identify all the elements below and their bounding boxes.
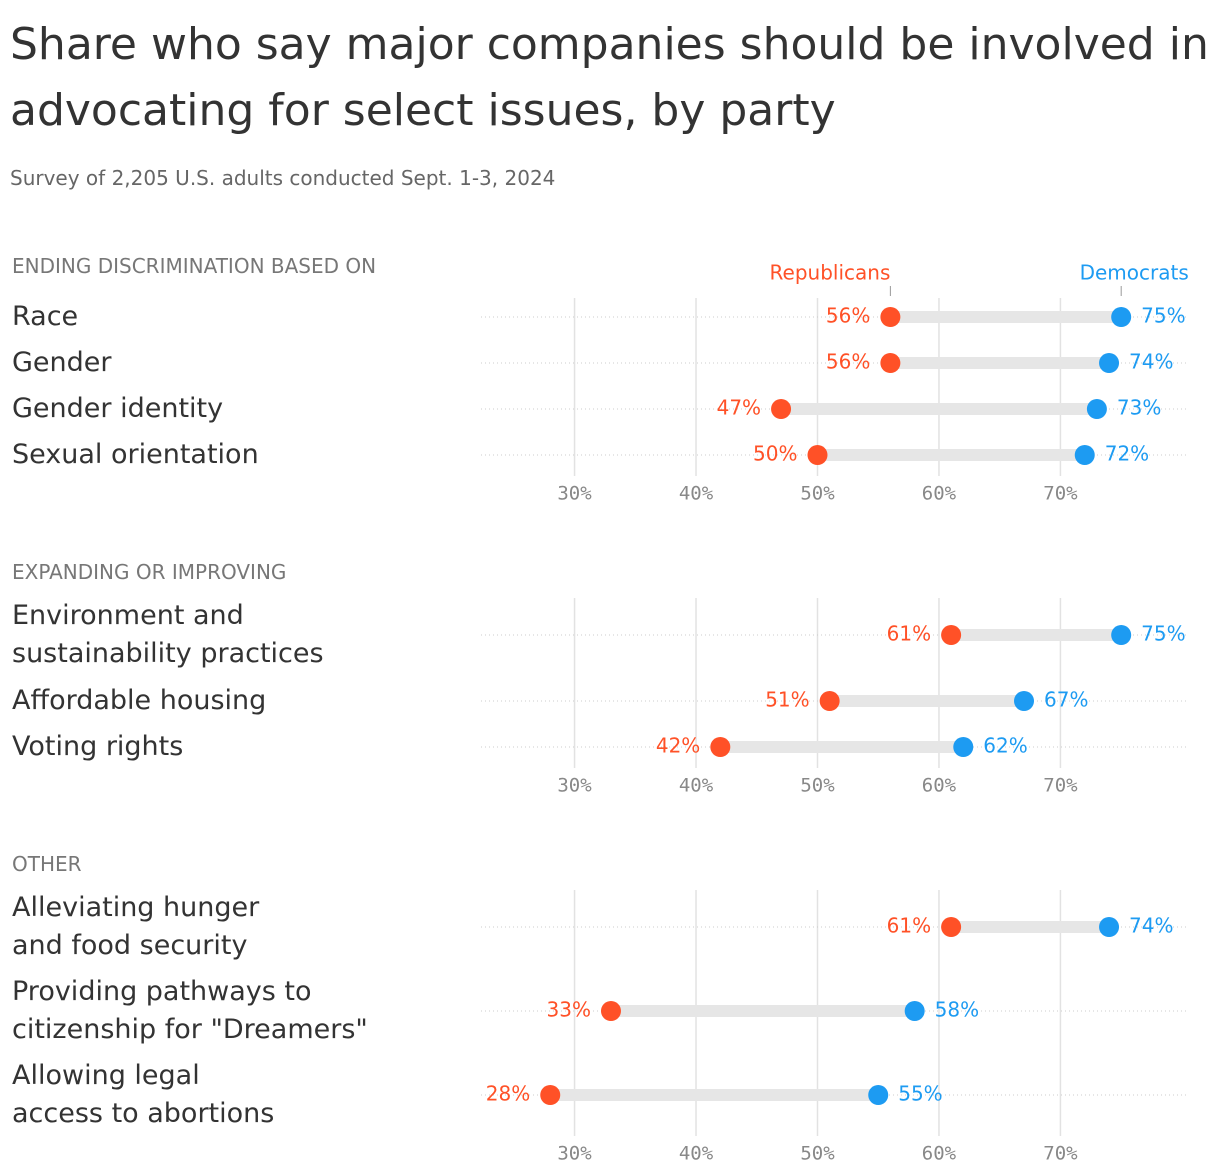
legend-label: Republicans <box>770 261 891 285</box>
value-label: 42% <box>656 734 700 758</box>
category-label: Voting rights <box>12 731 184 762</box>
x-tick-label: 60% <box>922 483 957 505</box>
value-label: 73% <box>1117 396 1161 420</box>
value-label: 50% <box>753 442 797 466</box>
value-label: 75% <box>1141 304 1185 328</box>
legend-label: Democrats <box>1080 261 1189 285</box>
category-label: Alleviating hunger and food security <box>12 892 260 961</box>
x-tick-label: 70% <box>1043 1143 1078 1165</box>
dot <box>807 445 828 465</box>
x-tick-label: 50% <box>800 775 835 797</box>
dot <box>771 399 792 419</box>
category-label: Allowing legal access to abortions <box>12 1060 275 1129</box>
dot <box>1074 445 1095 465</box>
dot <box>953 737 974 757</box>
dot <box>1099 917 1120 937</box>
value-label: 55% <box>898 1082 942 1106</box>
category-label: Environment and sustainability practices <box>12 600 324 669</box>
dot <box>819 691 840 711</box>
category-label: Gender identity <box>12 393 224 424</box>
category-label: Providing pathways to citizenship for "D… <box>12 976 368 1045</box>
dot <box>941 917 962 937</box>
x-tick-label: 60% <box>922 775 957 797</box>
value-label: 28% <box>486 1082 530 1106</box>
category-label: Race <box>12 301 79 332</box>
category-label: Sexual orientation <box>12 439 259 470</box>
x-tick-label: 50% <box>800 1143 835 1165</box>
dot <box>1111 625 1132 645</box>
x-tick-label: 40% <box>679 1143 714 1165</box>
value-label: 56% <box>826 304 870 328</box>
value-label: 67% <box>1044 688 1088 712</box>
x-tick-label: 70% <box>1043 483 1078 505</box>
dot <box>600 1001 621 1021</box>
dot <box>1111 307 1132 327</box>
dot <box>904 1001 925 1021</box>
x-tick-label: 30% <box>557 775 592 797</box>
dot <box>1086 399 1107 419</box>
value-label: 74% <box>1129 350 1173 374</box>
x-tick-label: 40% <box>679 775 714 797</box>
value-label: 75% <box>1141 622 1185 646</box>
value-label: 72% <box>1105 442 1149 466</box>
value-label: 58% <box>935 998 979 1022</box>
dot <box>1099 353 1120 373</box>
value-label: 74% <box>1129 914 1173 938</box>
category-label: Gender <box>12 347 112 378</box>
category-label: Affordable housing <box>12 685 267 716</box>
value-label: 33% <box>547 998 591 1022</box>
value-label: 62% <box>983 734 1027 758</box>
dot <box>941 625 962 645</box>
section-heading: ENDING DISCRIMINATION BASED ON <box>12 254 377 278</box>
value-label: 56% <box>826 350 870 374</box>
dot <box>868 1085 889 1105</box>
value-label: 51% <box>765 688 809 712</box>
dot <box>540 1085 561 1105</box>
x-tick-label: 50% <box>800 483 835 505</box>
section-heading: OTHER <box>12 852 82 876</box>
chart-subtitle: Survey of 2,205 U.S. adults conducted Se… <box>10 166 556 190</box>
value-label: 61% <box>887 914 931 938</box>
dot <box>710 737 731 757</box>
x-tick-label: 70% <box>1043 775 1078 797</box>
value-label: 47% <box>717 396 761 420</box>
x-tick-label: 60% <box>922 1143 957 1165</box>
x-tick-label: 30% <box>557 1143 592 1165</box>
chart-title: Share who say major companies should be … <box>10 19 1209 136</box>
x-tick-label: 30% <box>557 483 592 505</box>
section-heading: EXPANDING OR IMPROVING <box>12 560 287 584</box>
dot <box>1014 691 1035 711</box>
value-label: 61% <box>887 622 931 646</box>
x-tick-label: 40% <box>679 483 714 505</box>
dot <box>880 353 901 373</box>
dot <box>880 307 901 327</box>
